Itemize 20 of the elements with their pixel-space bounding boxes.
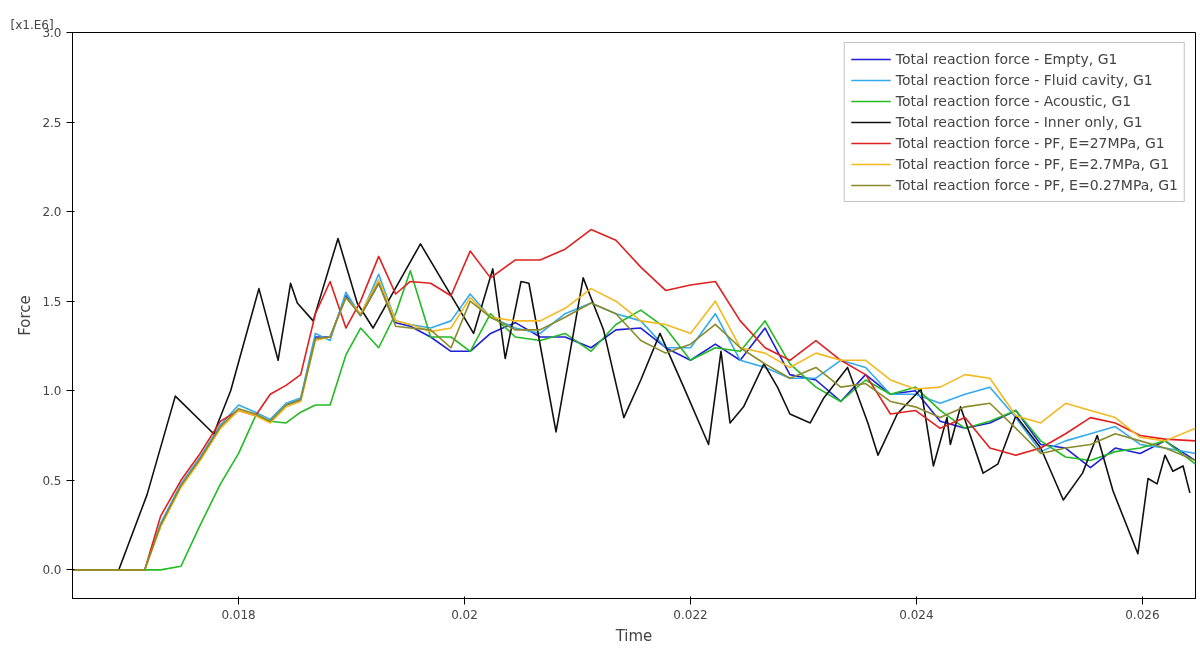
y-tick-label: 0.5 <box>42 473 62 488</box>
x-tick-label: 0.022 <box>673 607 708 622</box>
y-tick-label: 1.5 <box>42 294 62 309</box>
y-tick-label: 2.5 <box>42 115 62 130</box>
y-axis-title: Force <box>16 295 35 336</box>
y-tick-label: 2.0 <box>42 205 62 220</box>
x-tick-label: 0.026 <box>1125 607 1160 622</box>
x-tick-label: 0.02 <box>451 607 478 622</box>
legend-label: Total reaction force - Acoustic, G1 <box>895 93 1132 109</box>
legend-label: Total reaction force - Inner only, G1 <box>895 114 1143 130</box>
legend-label: Total reaction force - PF, E=27MPa, G1 <box>895 135 1165 151</box>
legend-label: Total reaction force - PF, E=2.7MPa, G1 <box>895 156 1170 172</box>
x-axis-title: Time <box>614 626 653 645</box>
x-tick-label: 0.024 <box>899 607 934 622</box>
legend-label: Total reaction force - PF, E=0.27MPa, G1 <box>895 177 1178 193</box>
legend-label: Total reaction force - Fluid cavity, G1 <box>895 72 1153 88</box>
x-tick-label: 0.018 <box>221 607 256 622</box>
y-tick-label: 1.0 <box>42 384 62 399</box>
y-tick-label: 0.0 <box>42 563 62 578</box>
legend-label: Total reaction force - Empty, G1 <box>895 51 1118 67</box>
